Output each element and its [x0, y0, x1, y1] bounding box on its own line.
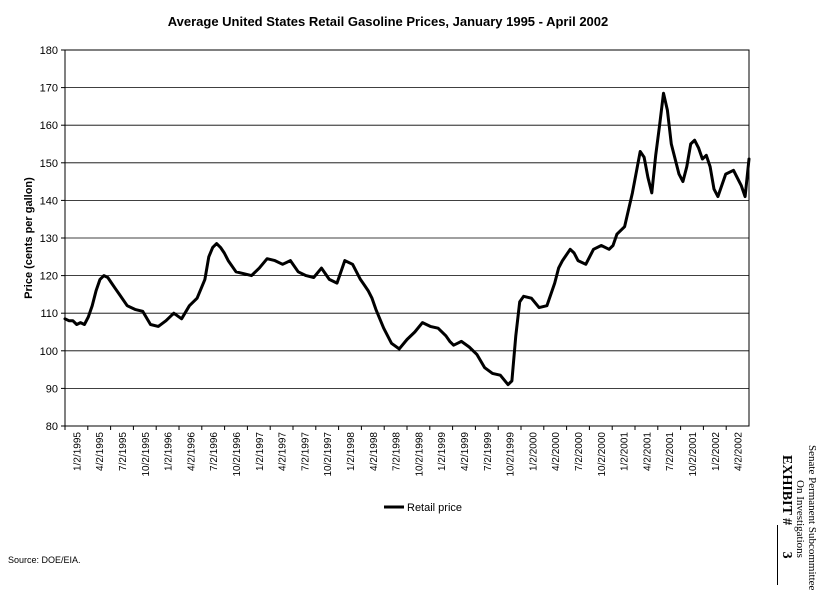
- x-tick-label-4-2-2001: 4/2/2001: [642, 432, 653, 471]
- y-tick-label-170: 170: [40, 83, 58, 95]
- x-tick-label-4-2-1997: 4/2/1997: [278, 432, 289, 471]
- x-tick-label-7-2-1999: 7/2/1999: [483, 432, 494, 471]
- y-tick-label-80: 80: [46, 421, 58, 433]
- x-tick-label-10-2-1997: 10/2/1997: [323, 432, 334, 477]
- y-axis-ticks: 80 90 100 110 120 130 140 150 160 170 180: [40, 45, 65, 433]
- x-tick-label-1-2-2000: 1/2/2000: [528, 432, 539, 471]
- stamp-exhibit-number: 3: [777, 525, 794, 586]
- y-tick-label-90: 90: [46, 383, 58, 395]
- plot-area: [64, 49, 750, 427]
- x-tick-label-4-2-1995: 4/2/1995: [95, 432, 106, 471]
- legend-label-retail-price: Retail price: [407, 502, 462, 514]
- x-tick-label-7-2-2000: 7/2/2000: [574, 432, 585, 471]
- x-tick-label-4-2-1996: 4/2/1996: [186, 432, 197, 471]
- x-tick-label-7-2-1995: 7/2/1995: [118, 432, 129, 471]
- x-tick-label-4-2-1998: 4/2/1998: [369, 432, 380, 471]
- series-line-retail-price: [63, 91, 751, 387]
- y-tick-label-100: 100: [40, 346, 58, 358]
- x-tick-label-1-2-1995: 1/2/1995: [72, 432, 83, 471]
- x-tick-label-7-2-1997: 7/2/1997: [300, 432, 311, 471]
- x-tick-label-7-2-1996: 7/2/1996: [209, 432, 220, 471]
- x-tick-label-4-2-1999: 4/2/1999: [460, 432, 471, 471]
- x-tick-label-1-2-1996: 1/2/1996: [164, 432, 175, 471]
- x-tick-label-1-2-2001: 1/2/2001: [620, 432, 631, 471]
- stamp-exhibit-label: EXHIBIT #: [779, 455, 794, 526]
- x-tick-label-4-2-2000: 4/2/2000: [551, 432, 562, 471]
- x-tick-label-10-2-1998: 10/2/1998: [414, 432, 425, 477]
- y-axis-label: Price (cents per gallon): [23, 177, 35, 299]
- x-tick-label-10-2-2001: 10/2/2001: [688, 432, 699, 477]
- x-tick-label-1-2-1997: 1/2/1997: [255, 432, 266, 471]
- source-note: Source: DOE/EIA.: [8, 555, 81, 565]
- stamp-line-2: On Investigations: [794, 480, 806, 558]
- x-tick-label-7-2-1998: 7/2/1998: [392, 432, 403, 471]
- x-tick-label-10-2-1995: 10/2/1995: [141, 432, 152, 477]
- x-tick-label-10-2-1999: 10/2/1999: [506, 432, 517, 477]
- chart-title: Average United States Retail Gasoline Pr…: [168, 14, 609, 29]
- x-tick-label-1-2-1999: 1/2/1999: [437, 432, 448, 471]
- x-tick-label-4-2-2002: 4/2/2002: [734, 432, 745, 471]
- x-tick-label-10-2-1996: 10/2/1996: [232, 432, 243, 477]
- x-tick-label-7-2-2001: 7/2/2001: [665, 432, 676, 471]
- y-tick-label-130: 130: [40, 233, 58, 245]
- x-tick-label-10-2-2000: 10/2/2000: [597, 432, 608, 477]
- x-tick-label-1-2-2002: 1/2/2002: [711, 432, 722, 471]
- y-tick-label-120: 120: [40, 271, 58, 283]
- y-tick-label-140: 140: [40, 195, 58, 207]
- y-tick-label-160: 160: [40, 120, 58, 132]
- x-tick-label-1-2-1998: 1/2/1998: [346, 432, 357, 471]
- y-tick-label-180: 180: [40, 45, 58, 57]
- stamp-exhibit: EXHIBIT #3: [777, 455, 794, 586]
- gridlines: [65, 87, 749, 389]
- y-tick-label-150: 150: [40, 158, 58, 170]
- y-tick-label-110: 110: [40, 308, 58, 320]
- x-axis-ticks: 1/2/1995 4/2/1995 7/2/1995 10/2/1995 1/2/199…: [64, 426, 745, 477]
- stamp-line-1: Senate Permanent Subcommittee: [806, 445, 818, 591]
